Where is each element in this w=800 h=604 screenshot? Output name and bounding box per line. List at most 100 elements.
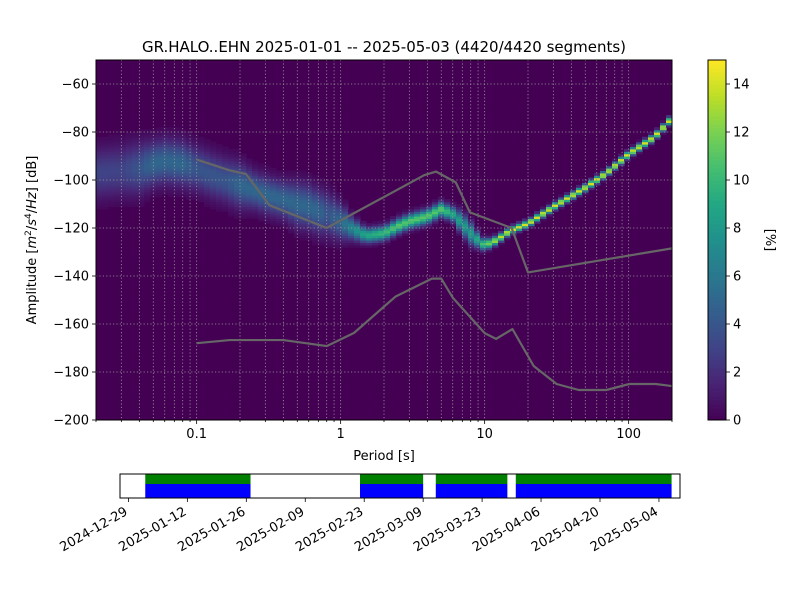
density-cell: [108, 175, 115, 179]
density-cell: [222, 163, 229, 167]
density-cell: [630, 148, 637, 152]
density-cell: [450, 220, 457, 224]
density-cell: [192, 189, 199, 193]
density-cell: [228, 180, 235, 183]
density-cell: [378, 223, 385, 227]
density-cell: [414, 223, 421, 227]
density-cell: [498, 232, 505, 236]
density-cell: [138, 175, 145, 179]
density-cell: [654, 127, 661, 131]
density-cell: [174, 180, 181, 183]
density-cell: [144, 144, 151, 147]
density-cell: [588, 180, 595, 183]
density-cell: [102, 180, 109, 183]
density-cell: [462, 208, 469, 212]
density-cell: [120, 163, 127, 167]
density-cell: [306, 223, 313, 227]
density-cell: [336, 196, 343, 200]
density-cell: [618, 158, 625, 162]
density-cell: [396, 223, 403, 227]
density-cell: [534, 218, 541, 222]
colorbar-step: [708, 200, 726, 205]
colorbar-tick-label: 12: [733, 126, 750, 141]
density-cell: [126, 148, 133, 152]
density-cell: [270, 168, 277, 171]
density-cell: [300, 223, 307, 227]
density-cell: [318, 220, 325, 224]
colorbar-step: [708, 376, 726, 381]
density-cell: [372, 228, 379, 231]
density-cell: [450, 201, 457, 205]
density-cell: [462, 240, 469, 243]
density-cell: [462, 211, 469, 215]
density-cell: [354, 240, 361, 243]
density-cell: [192, 163, 199, 167]
density-cell: [384, 220, 391, 224]
density-cell: [276, 211, 283, 215]
density-cell: [300, 199, 307, 203]
density-cell: [210, 177, 217, 181]
colorbar-step: [708, 380, 726, 385]
density-cell: [606, 175, 613, 179]
y-tick-label: −120: [53, 222, 89, 237]
density-cell: [468, 220, 475, 224]
density-cell: [288, 225, 295, 229]
density-cell: [468, 247, 475, 251]
density-cell: [240, 206, 247, 210]
density-cell: [486, 232, 493, 236]
density-cell: [324, 189, 331, 193]
density-cell: [162, 129, 169, 133]
density-cell: [174, 172, 181, 176]
density-cell: [660, 129, 667, 133]
density-cell: [126, 158, 133, 162]
density-cell: [126, 165, 133, 169]
density-cell: [258, 180, 265, 183]
density-cell: [114, 189, 121, 193]
density-cell: [264, 170, 271, 174]
density-cell: [264, 196, 271, 200]
density-cell: [336, 192, 343, 195]
density-cell: [132, 134, 139, 138]
colorbar-step: [708, 224, 726, 229]
density-cell: [294, 223, 301, 227]
density-cell: [300, 218, 307, 222]
density-cell: [450, 213, 457, 217]
density-cell: [474, 235, 481, 239]
density-cell: [360, 232, 367, 236]
density-cell: [288, 199, 295, 203]
density-cell: [138, 160, 145, 164]
density-cell: [306, 211, 313, 215]
density-cell: [246, 194, 253, 198]
density-cell: [318, 192, 325, 195]
density-cell: [120, 196, 127, 200]
density-cell: [162, 160, 169, 164]
density-cell: [456, 223, 463, 227]
density-cell: [108, 182, 115, 186]
density-cell: [300, 201, 307, 205]
colorbar-step: [708, 140, 726, 145]
density-cell: [210, 187, 217, 191]
density-cell: [636, 141, 643, 145]
density-cell: [354, 237, 361, 241]
density-cell: [384, 235, 391, 239]
colorbar-tick-label: 14: [733, 78, 750, 93]
density-cell: [162, 158, 169, 162]
density-cell: [138, 192, 145, 195]
density-cell: [264, 177, 271, 181]
density-cell: [264, 220, 271, 224]
density-cell: [156, 187, 163, 191]
density-cell: [246, 172, 253, 176]
density-cell: [162, 192, 169, 195]
density-cell: [336, 216, 343, 219]
density-cell: [558, 196, 565, 200]
density-cell: [132, 148, 139, 152]
density-cell: [150, 165, 157, 169]
density-cell: [96, 182, 103, 186]
density-cell: [468, 223, 475, 227]
density-cell: [420, 208, 427, 212]
density-cell: [150, 180, 157, 183]
density-cell: [342, 218, 349, 222]
density-cell: [342, 223, 349, 227]
density-cell: [96, 165, 103, 169]
density-cell: [384, 225, 391, 229]
